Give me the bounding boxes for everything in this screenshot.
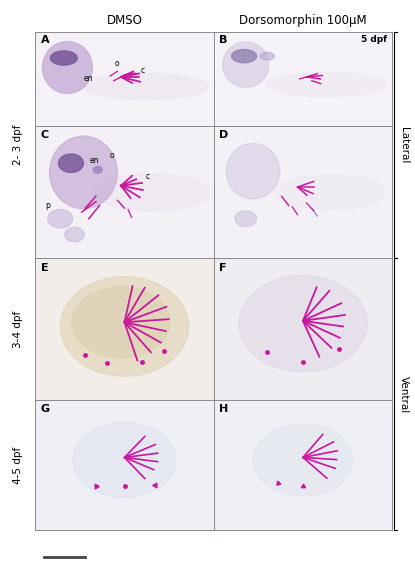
Ellipse shape	[266, 72, 387, 97]
Text: en: en	[89, 156, 99, 165]
Circle shape	[48, 210, 73, 228]
Text: E: E	[41, 262, 48, 273]
Text: Ventral: Ventral	[398, 375, 409, 413]
Text: 2- 3 dpf: 2- 3 dpf	[12, 125, 23, 165]
Ellipse shape	[239, 276, 367, 372]
Text: Lateral: Lateral	[398, 127, 409, 163]
Circle shape	[93, 167, 102, 173]
Text: 4-5 dpf: 4-5 dpf	[12, 446, 23, 484]
Text: B: B	[219, 36, 227, 45]
Text: F: F	[219, 262, 227, 273]
Ellipse shape	[72, 286, 170, 358]
Text: DMSO: DMSO	[107, 14, 142, 27]
Ellipse shape	[93, 174, 209, 211]
Ellipse shape	[49, 136, 117, 209]
Ellipse shape	[83, 73, 208, 100]
Circle shape	[260, 52, 274, 60]
Text: A: A	[41, 36, 49, 45]
Text: 3-4 dpf: 3-4 dpf	[12, 311, 23, 348]
Ellipse shape	[60, 277, 189, 376]
Text: G: G	[41, 405, 50, 414]
Text: o: o	[115, 58, 120, 68]
Text: 5 dpf: 5 dpf	[361, 36, 387, 44]
Text: p: p	[45, 201, 50, 210]
Text: en: en	[84, 74, 93, 83]
Text: c: c	[146, 172, 150, 181]
Circle shape	[232, 49, 256, 63]
Ellipse shape	[42, 41, 93, 93]
Ellipse shape	[253, 424, 353, 496]
Text: c: c	[140, 66, 144, 75]
Circle shape	[59, 154, 83, 172]
Text: C: C	[41, 130, 49, 140]
Circle shape	[65, 227, 84, 242]
Ellipse shape	[226, 143, 280, 199]
Ellipse shape	[273, 175, 386, 210]
Text: D: D	[219, 130, 228, 140]
Ellipse shape	[223, 42, 269, 88]
Circle shape	[235, 211, 256, 227]
Circle shape	[51, 51, 77, 65]
Text: Dorsomorphin 100μM: Dorsomorphin 100μM	[239, 14, 367, 27]
Text: o: o	[110, 151, 114, 160]
Text: H: H	[219, 405, 228, 414]
Ellipse shape	[73, 422, 176, 497]
